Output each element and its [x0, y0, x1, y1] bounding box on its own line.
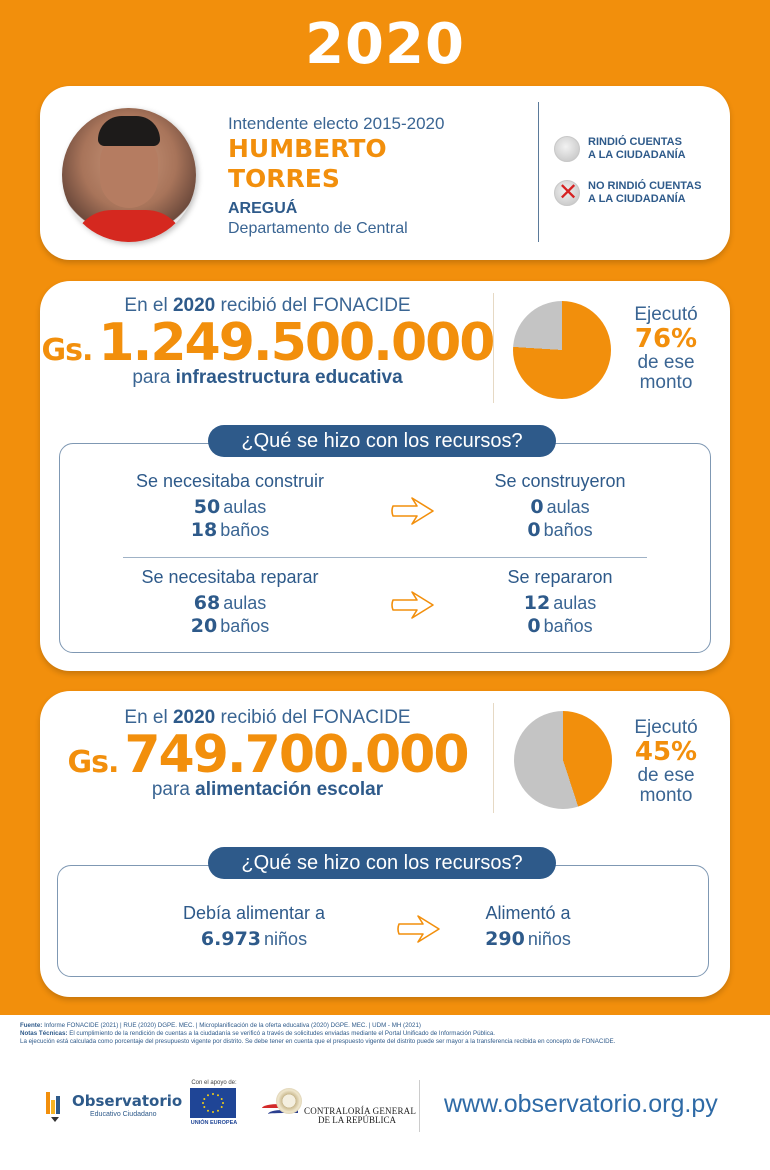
source-line: Fuente: Informe FONACIDE (2021) | RUE (2… [20, 1022, 421, 1029]
infra-pie-chart [513, 301, 611, 399]
mayor-name: HUMBERTO TORRES [228, 134, 387, 194]
alim-purpose: para alimentación escolar [151, 779, 384, 800]
alim-amount: Gs. 749.700.000 [67, 725, 469, 785]
alim-question-pill: ¿Qué se hizo con los recursos? [208, 847, 556, 879]
photo-face [100, 134, 158, 208]
legend-rindio-line2: A LA CIUDADANÍA [588, 149, 686, 161]
infra-exec: Ejecutó 76% de ese monto [624, 305, 708, 393]
arrow-right-icon [397, 915, 440, 943]
infraestructura-summary: En el 2020 recibió del FONACIDE Gs. 1.249… [40, 295, 496, 389]
year-title: 2020 [305, 12, 465, 77]
profile-card: Intendente electo 2015-2020 HUMBERTO TOR… [40, 86, 730, 260]
alim-exec: Ejecutó 45% de ese monto [624, 718, 708, 806]
legend-rindio-line1: RINDIÓ CUENTAS [588, 136, 682, 148]
photo-hair [98, 116, 160, 146]
website-link[interactable]: www.observatorio.org.py [444, 1090, 718, 1118]
reparar-needed: Se necesitaba reparar 68 aulas 20 baños [141, 567, 319, 637]
mayor-last-name: TORRES [228, 164, 340, 193]
contraloria-logo: CONTRALORÍA GENERAL DE LA REPÚBLICA [262, 1088, 416, 1128]
profile-divider [538, 102, 539, 242]
footer-notes: Fuente: Informe FONACIDE (2021) | RUE (2… [20, 1022, 760, 1046]
construir-needed: Se necesitaba construir 50 aulas 18 baños [135, 471, 325, 541]
city-name: AREGUÁ [228, 200, 298, 217]
red-x-icon: ✕ [554, 179, 580, 206]
footer-divider [419, 1080, 420, 1132]
mayor-photo [62, 108, 196, 242]
department-name: Departamento de Central [228, 220, 408, 237]
infraestructura-card: En el 2020 recibió del FONACIDE Gs. 1.249… [40, 281, 730, 671]
alim-received-text: En el 2020 recibió del FONACIDE [124, 707, 411, 728]
alim-done: Alimentó a 290 niños [485, 903, 571, 950]
eu-flag-icon [190, 1088, 236, 1118]
reparar-done: Se repararon 12 aulas 0 baños [507, 567, 613, 637]
notes-line: Notas Técnicas: El cumplimiento de la re… [20, 1030, 495, 1037]
mayor-first-name: HUMBERTO [228, 134, 387, 163]
arrow-right-icon [391, 497, 434, 525]
infra-question-pill: ¿Qué se hizo con los recursos? [208, 425, 556, 457]
infra-divider [493, 293, 494, 403]
alim-exec-pct: 45% [634, 737, 698, 767]
bar-chart-icon [46, 1092, 64, 1114]
alimentacion-card: En el 2020 recibió del FONACIDE Gs. 749.7… [40, 691, 730, 997]
alim-needed: Debía alimentar a 6.973 niños [182, 903, 326, 950]
legend-no-rindio: ✕ NO RINDIÓ CUENTAS A LA CIUDADANÍA [554, 179, 702, 206]
eu-logo: Con el apoyo de: UNIÓN EUROPEA [190, 1080, 238, 1126]
photo-shirt [72, 210, 186, 242]
alim-pie-chart [514, 711, 612, 809]
gray-circle-icon [554, 136, 580, 162]
infra-purpose: para infraestructura educativa [132, 367, 403, 388]
legend-no-rindio-line1: NO RINDIÓ CUENTAS [588, 180, 702, 192]
infra-row-divider [123, 557, 647, 558]
infra-amount: Gs. 1.249.500.000 [41, 313, 496, 373]
construir-done: Se construyeron 0 aulas 0 baños [494, 471, 626, 541]
arrow-right-icon [391, 591, 434, 619]
legend-rindio: RINDIÓ CUENTAS A LA CIUDADANÍA [554, 136, 686, 162]
pointer-icon [51, 1117, 59, 1122]
alimentacion-summary: En el 2020 recibió del FONACIDE Gs. 749.7… [40, 707, 495, 801]
infra-received-text: En el 2020 recibió del FONACIDE [124, 295, 411, 316]
notes-line-2: La ejecución está calculada como porcent… [20, 1038, 616, 1045]
mayor-role: Intendente electo 2015-2020 [228, 114, 445, 133]
alim-divider [493, 703, 494, 813]
seal-icon [276, 1088, 302, 1114]
infra-exec-pct: 76% [634, 324, 698, 354]
legend-no-rindio-line2: A LA CIUDADANÍA [588, 193, 686, 205]
